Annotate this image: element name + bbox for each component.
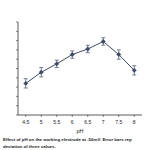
y-tick — [16, 115, 18, 116]
x-axis — [18, 115, 142, 116]
x-tick-label: 5 — [40, 119, 43, 125]
error-bar — [101, 38, 105, 45]
caption-line: Effect of pH on the working electrode at… — [3, 137, 132, 142]
x-axis-label: pH — [76, 128, 83, 134]
error-bar — [55, 60, 59, 67]
error-bar — [39, 68, 43, 77]
error-bar — [24, 79, 28, 88]
marker — [24, 81, 28, 85]
x-tick-label: 7 — [102, 119, 105, 125]
y-tick — [16, 59, 18, 60]
x-tick-label: 6.5 — [84, 119, 91, 125]
marker — [86, 47, 90, 51]
y-tick — [16, 49, 18, 50]
x-tick-label: 4.5 — [22, 119, 29, 125]
caption-line: deviation of three values. — [3, 144, 56, 149]
error-bar — [86, 45, 90, 52]
y-tick — [16, 22, 18, 23]
marker — [55, 62, 59, 66]
marks — [24, 38, 137, 88]
y-tick — [16, 77, 18, 78]
x-tick — [118, 115, 119, 117]
error-bar — [70, 51, 74, 58]
x-tick-label: 7.5 — [115, 119, 122, 125]
x-tick — [41, 115, 42, 117]
y-tick — [16, 96, 18, 97]
y-tick — [16, 87, 18, 88]
x-tick-label: 8 — [133, 119, 136, 125]
x-tick — [87, 115, 88, 117]
marker — [117, 52, 121, 56]
chart: 4.5 5 5.5 6 6.5 7 7.5 8 pH Effect of pH on the wo… — [0, 0, 150, 150]
y-tick — [16, 40, 18, 41]
marker — [132, 68, 136, 72]
y-tick — [16, 31, 18, 32]
marker — [101, 39, 105, 43]
x-tick — [25, 115, 26, 117]
x-tick-label: 6 — [71, 119, 74, 125]
x-tick — [56, 115, 57, 117]
y-tick — [16, 68, 18, 69]
marker — [70, 52, 74, 56]
error-bar — [132, 66, 136, 75]
x-tick — [72, 115, 73, 117]
x-tick — [103, 115, 104, 117]
data-line — [26, 42, 135, 84]
error-bar — [117, 50, 121, 59]
y-tick — [16, 105, 18, 106]
marker — [39, 70, 43, 74]
x-tick — [134, 115, 135, 117]
x-tick-label: 5.5 — [53, 119, 60, 125]
